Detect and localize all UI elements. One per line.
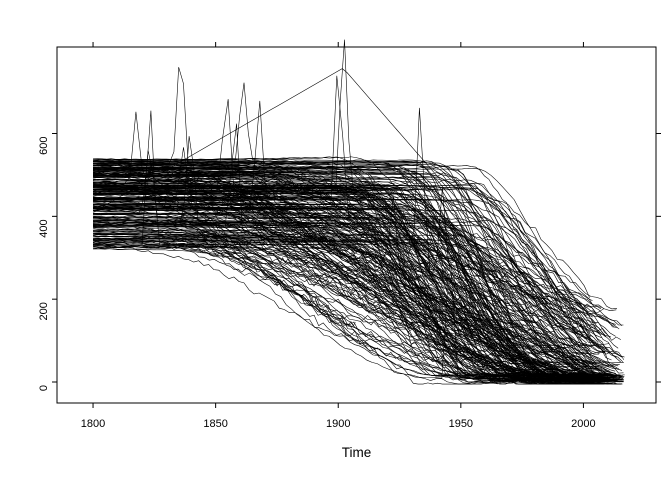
svg-text:1900: 1900: [326, 418, 350, 430]
svg-text:2000: 2000: [571, 418, 595, 430]
svg-text:400: 400: [38, 219, 50, 237]
svg-text:1800: 1800: [81, 418, 105, 430]
svg-text:600: 600: [38, 137, 50, 155]
svg-text:200: 200: [38, 302, 50, 320]
svg-text:Time: Time: [342, 445, 372, 460]
svg-text:1850: 1850: [203, 418, 227, 430]
svg-text:0: 0: [38, 385, 50, 391]
svg-text:1950: 1950: [449, 418, 473, 430]
